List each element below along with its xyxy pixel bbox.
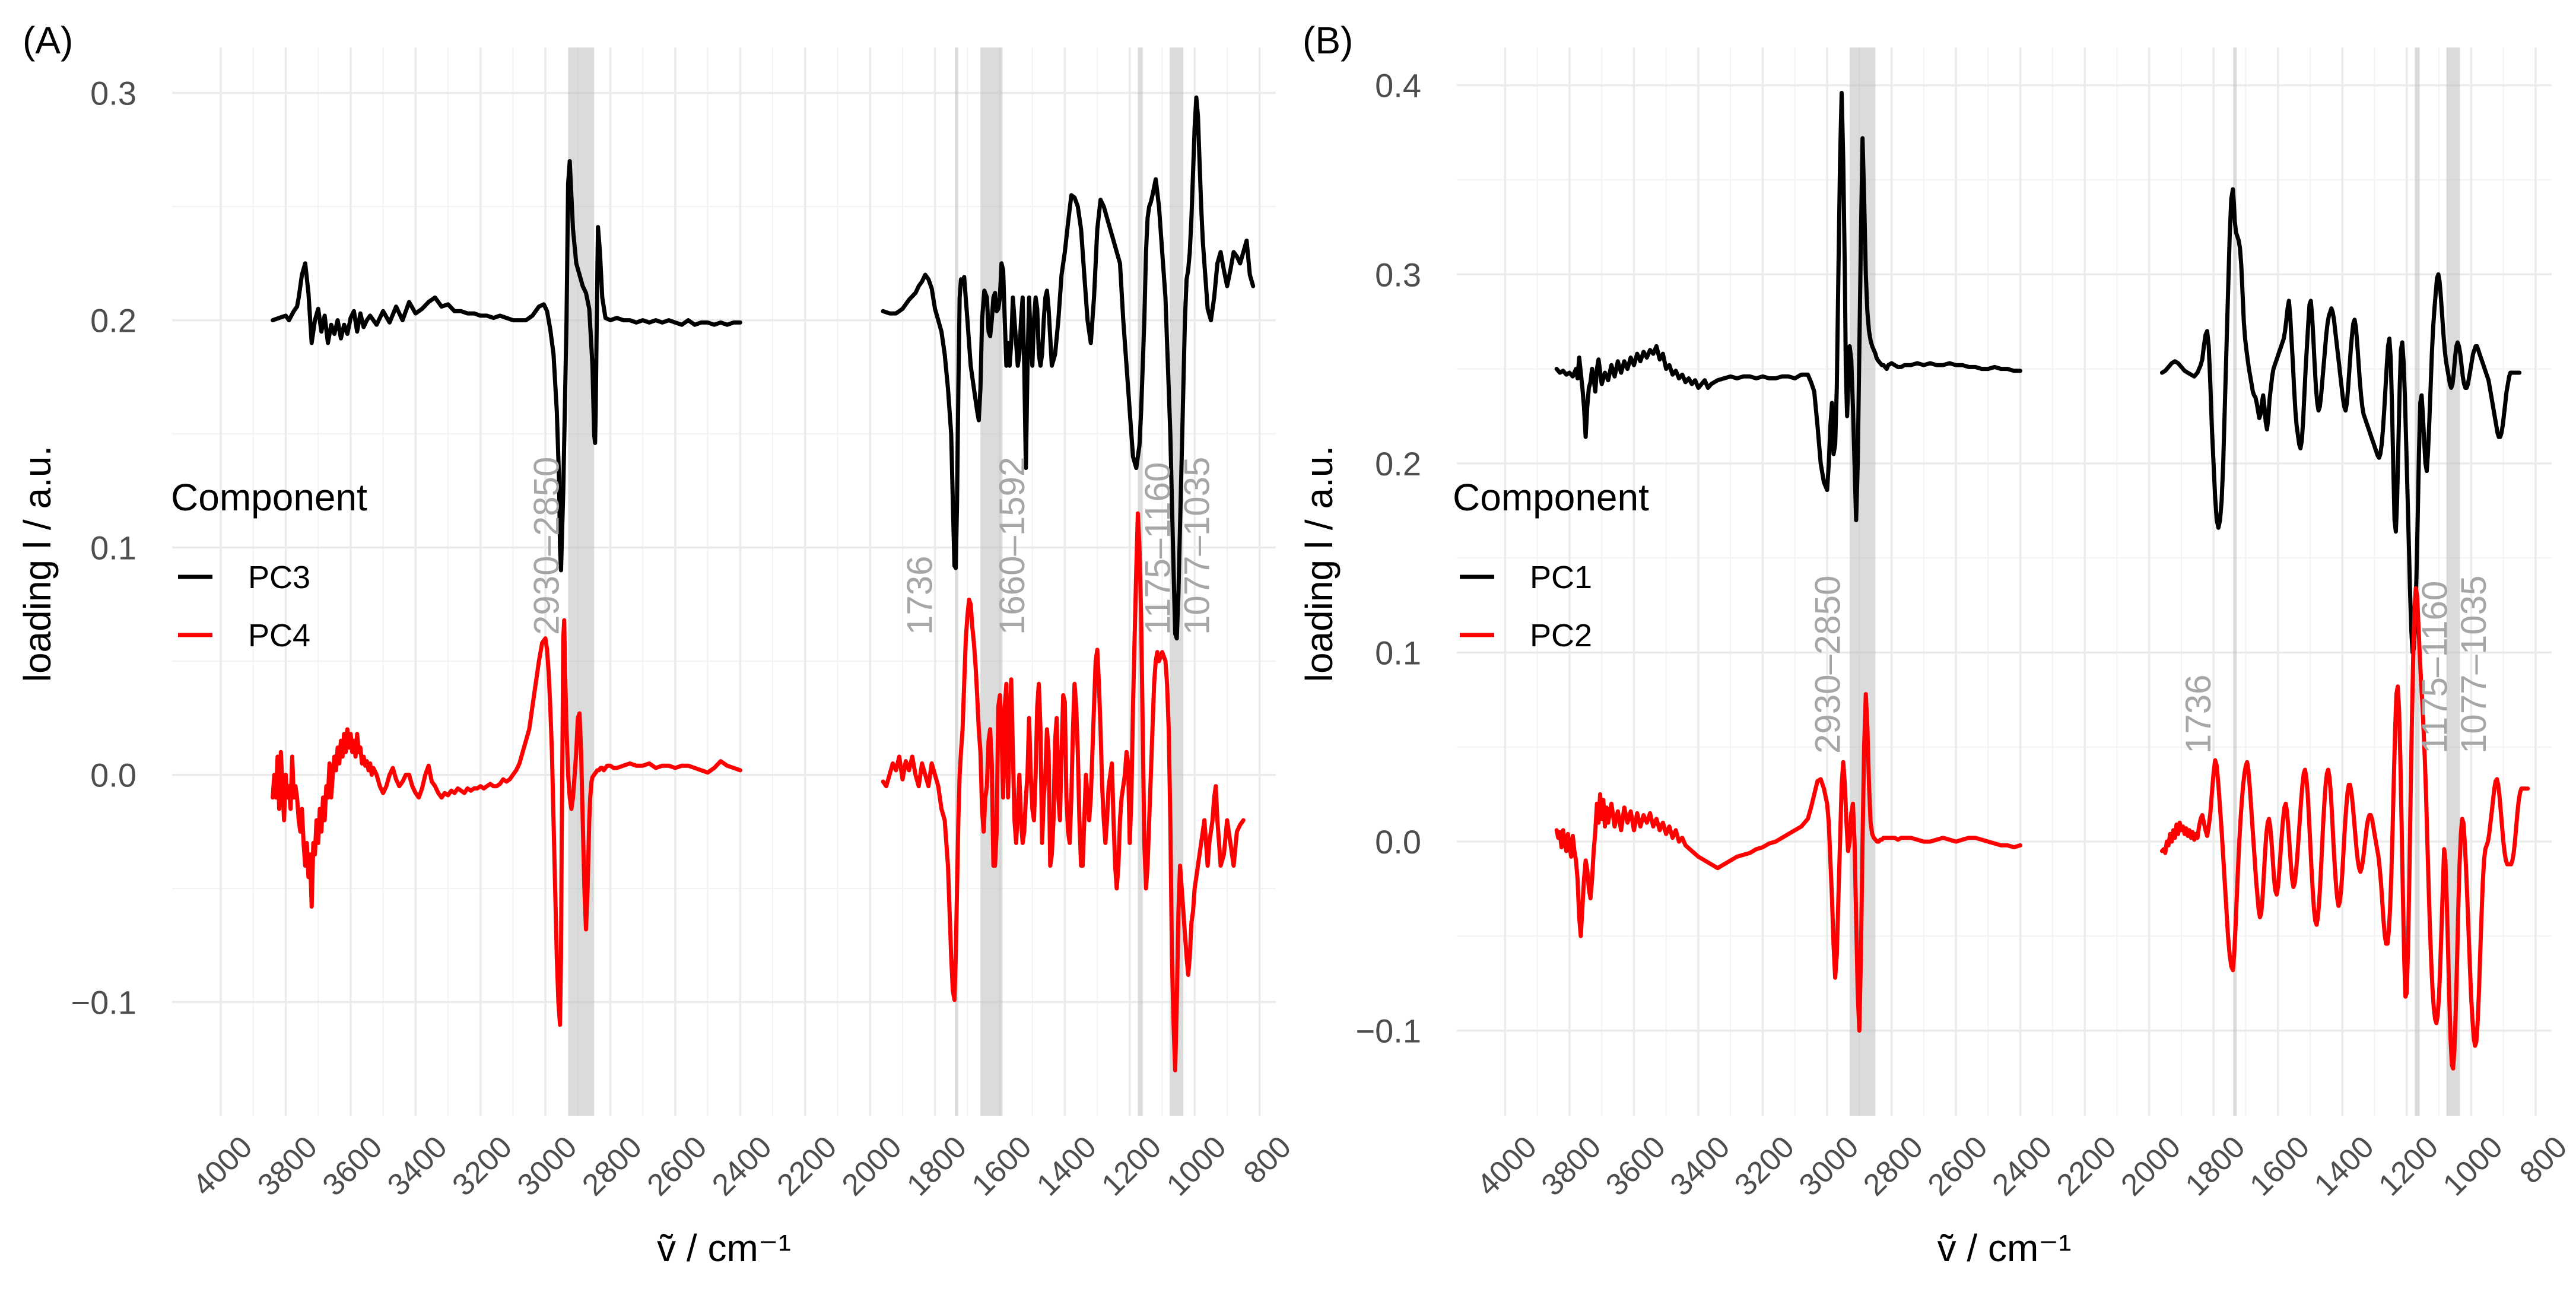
x-axis-title: ṽ / cm⁻¹ (1937, 1227, 2072, 1269)
legend-label: PC1 (1530, 560, 1592, 595)
series-pc1 (1554, 91, 2522, 655)
y-tick-label: 0.2 (90, 302, 136, 339)
band-label: 1175–1160 (2415, 581, 2454, 754)
highlight-band (1170, 47, 1184, 1116)
y-tick-label: 0.1 (1375, 634, 1421, 671)
y-tick-label: 0.2 (1375, 445, 1421, 482)
legend-label: PC4 (248, 618, 310, 653)
band-label: 1660–1592 (992, 457, 1032, 635)
legend: Component PC1 PC2 (1453, 476, 1649, 653)
band-label: 1736 (2178, 675, 2218, 754)
series-line-pc4 (881, 511, 1246, 1072)
y-tick-label: 0.1 (90, 529, 136, 567)
highlight-band (954, 47, 958, 1116)
band-label: 1736 (900, 556, 940, 635)
series-line-pc3 (271, 159, 742, 573)
series-pc4 (271, 511, 1246, 1072)
series-line-pc1 (1554, 91, 2023, 522)
x-axis-title: ṽ / cm⁻¹ (657, 1227, 791, 1269)
y-axis-title: loading l / a.u. (1298, 446, 1341, 682)
series-line-pc2 (1554, 692, 2023, 1033)
y-tick-label: −0.1 (71, 984, 136, 1021)
legend-title: Component (1453, 476, 1649, 519)
series-line-pc3 (881, 95, 1256, 641)
band-label: 1175–1160 (1138, 462, 1178, 635)
series-pc3 (271, 95, 1256, 641)
y-axis-title: loading l / a.u. (16, 446, 59, 682)
y-tick-label: −0.1 (1355, 1012, 1421, 1050)
y-tick-label: 0.4 (1375, 67, 1421, 104)
y-tick-label: 0.0 (90, 757, 136, 794)
legend-label: PC3 (248, 560, 310, 595)
grid (1457, 47, 2552, 1116)
y-tick-label: 0.3 (90, 75, 136, 112)
legend: Component PC3 PC4 (171, 476, 367, 653)
y-tick-label: 0.3 (1375, 256, 1421, 293)
band-label: 1077–1035 (2454, 576, 2494, 754)
highlight-band (2446, 47, 2460, 1116)
series-line-pc2 (2159, 586, 2530, 1071)
legend-title: Component (171, 476, 367, 519)
y-tick-label: 0.0 (1375, 823, 1421, 861)
band-label: 1077–1035 (1177, 457, 1217, 635)
band-label: 2930–2850 (526, 457, 566, 635)
panel-label: (B) (1303, 19, 1353, 62)
highlight-band (980, 47, 1003, 1116)
panel-label: (A) (23, 19, 73, 62)
highlight-band (2233, 47, 2237, 1116)
series-line-pc1 (2159, 187, 2522, 655)
series-pc2 (1554, 586, 2530, 1071)
band-label: 2930–2850 (1808, 576, 1848, 754)
legend-label: PC2 (1530, 618, 1592, 653)
series-line-pc4 (271, 618, 742, 1027)
